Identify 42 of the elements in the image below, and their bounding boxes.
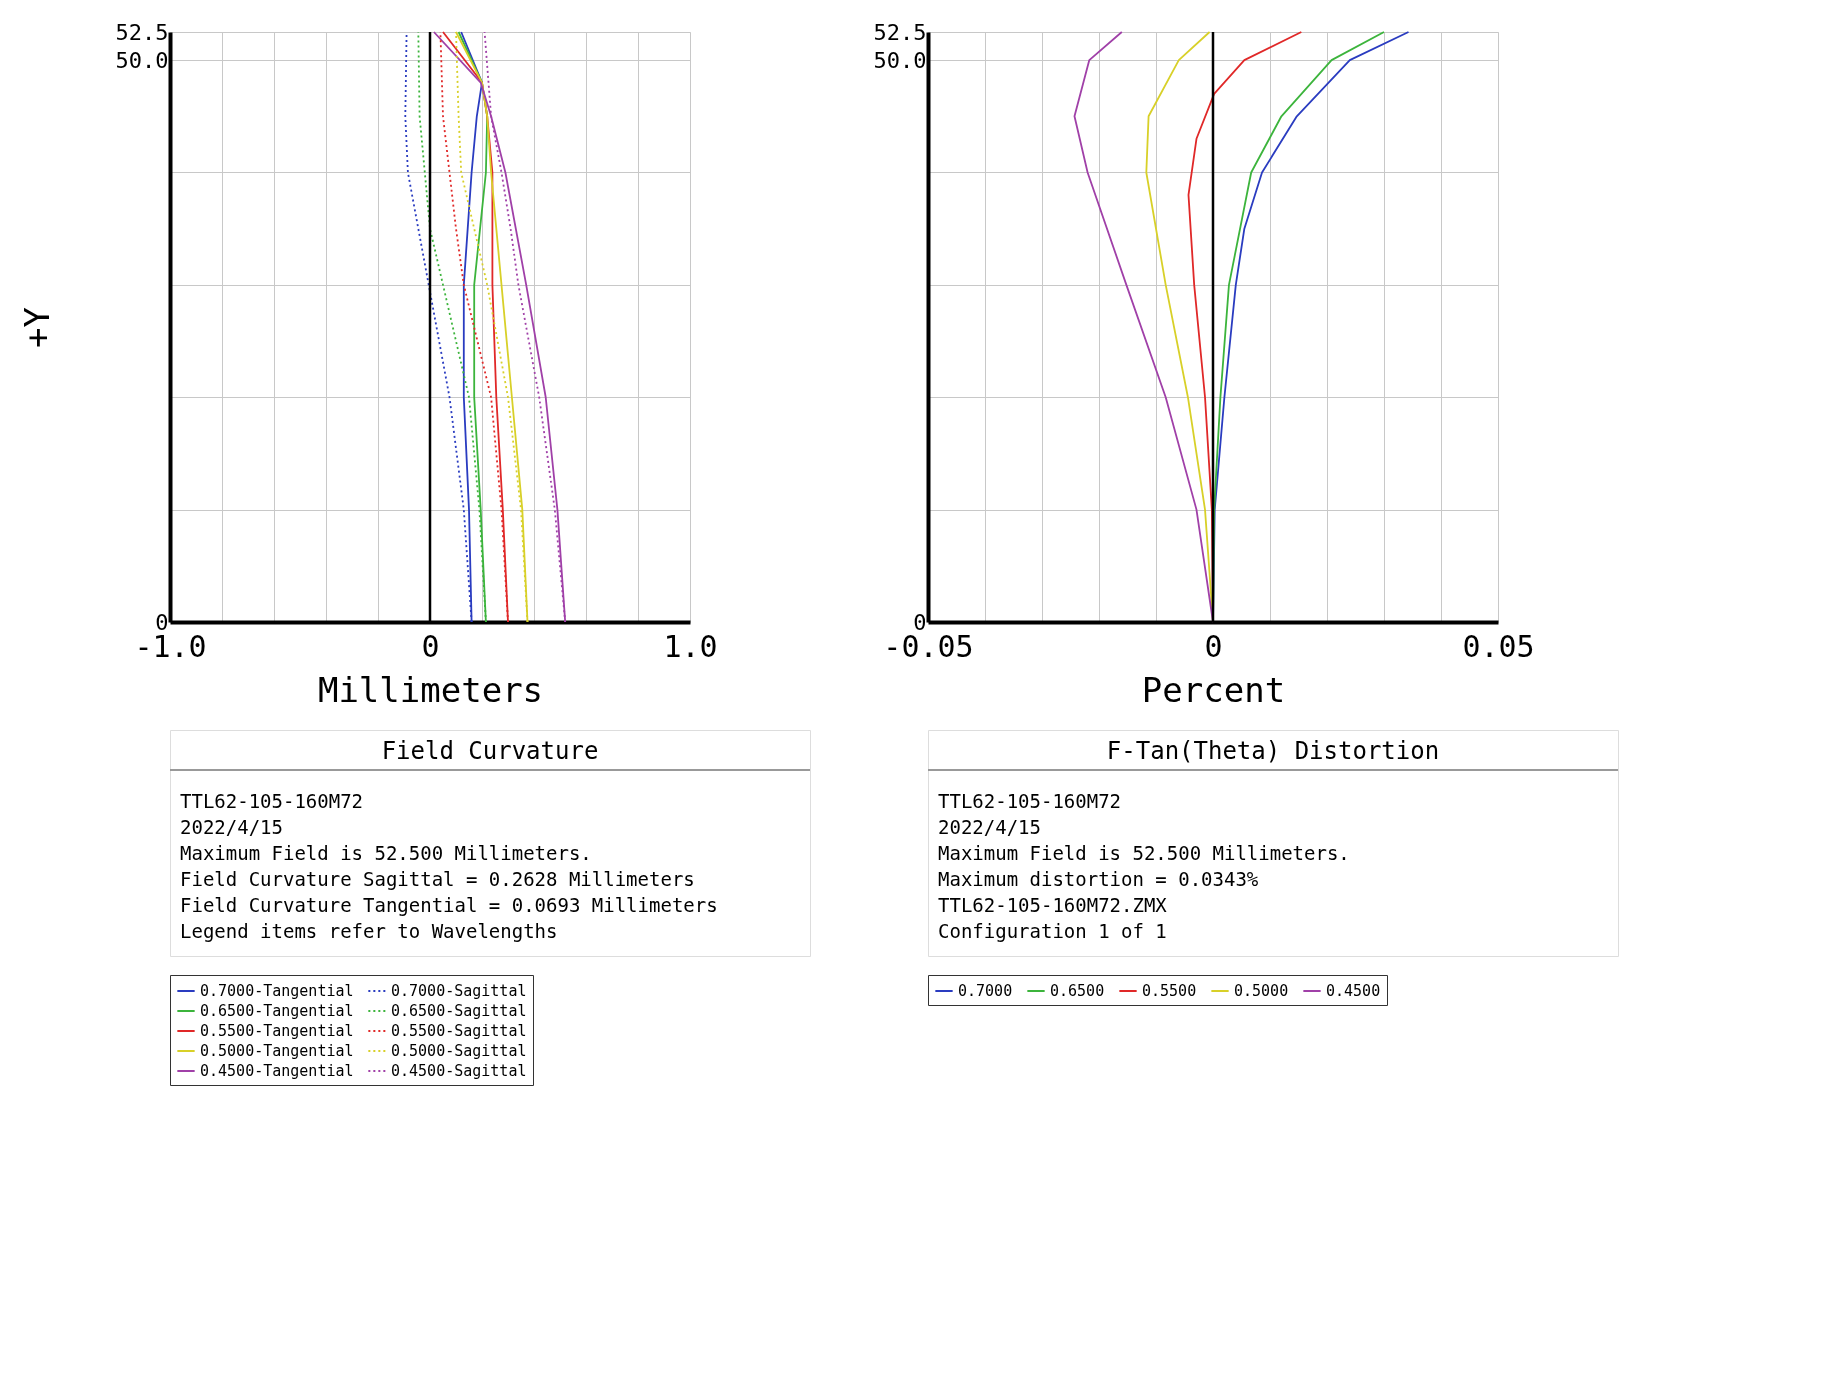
text: TTL62-105-160M72.ZMX (938, 894, 1168, 916)
legend-label: 0.7000-Tangential (200, 982, 354, 1000)
text: 2022/4/15 (180, 816, 283, 838)
text: Maximum distortion = 0.0343% (938, 868, 1259, 890)
legend-label: 0.6500-Tangential (200, 1002, 354, 1020)
legend-label: 0.7000-Sagittal (391, 982, 527, 1000)
text: Legend items refer to Wavelengths (180, 920, 558, 942)
x-tick-label: 0 (421, 628, 440, 664)
x-tick-label: 0.05 (1462, 628, 1535, 664)
y-tick-label: 50.0 (873, 47, 927, 73)
text: Maximum Field is 52.500 Millimeters. (180, 842, 592, 864)
legend-label: 0.7000 (958, 982, 1013, 1000)
y-tick-label: 0 (155, 609, 169, 635)
legend-label: 0.6500 (1050, 982, 1105, 1000)
legend-label: 0.5500-Sagittal (391, 1022, 527, 1040)
text: Configuration 1 of 1 (938, 920, 1167, 942)
legend-label: 0.4500-Tangential (200, 1062, 354, 1080)
text: 2022/4/15 (938, 816, 1041, 838)
legend-label: 0.5000-Tangential (200, 1042, 354, 1060)
legend-label: 0.4500-Sagittal (391, 1062, 527, 1080)
x-axis-title: Millimeters (317, 669, 544, 710)
y-tick-label: 52.5 (873, 19, 927, 45)
x-tick-label: 1.0 (663, 628, 718, 664)
legend-label: 0.5000 (1234, 982, 1289, 1000)
x-axis-title: Percent (1141, 669, 1286, 710)
text: TTL62-105-160M72 (180, 790, 364, 812)
text: TTL62-105-160M72 (938, 790, 1122, 812)
legend-label: 0.6500-Sagittal (391, 1002, 527, 1020)
legend-label: 0.5500 (1142, 982, 1197, 1000)
y-tick-label: 50.0 (115, 47, 169, 73)
x-tick-label: 0 (1204, 628, 1223, 664)
legend-label: 0.5500-Tangential (200, 1022, 354, 1040)
text: Field Curvature Sagittal = 0.2628 Millimeters (180, 868, 695, 890)
y-tick-label: 0 (913, 609, 927, 635)
text: Field Curvature Tangential = 0.0693 Millimeters (180, 894, 718, 916)
text: F-Tan(Theta) Distortion (1106, 737, 1440, 765)
y-axis-title: +Y (16, 307, 57, 348)
text: Maximum Field is 52.500 Millimeters. (938, 842, 1350, 864)
y-tick-label: 52.5 (115, 19, 169, 45)
legend-label: 0.5000-Sagittal (391, 1042, 527, 1060)
text: Field Curvature (381, 737, 599, 765)
legend-label: 0.4500 (1326, 982, 1381, 1000)
